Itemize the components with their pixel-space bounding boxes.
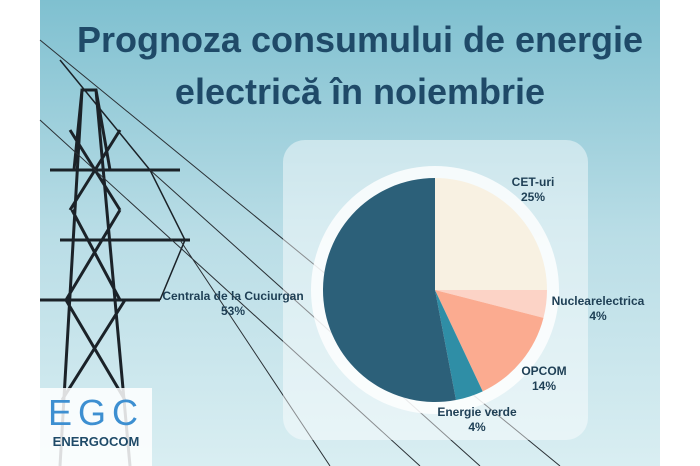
logo: EGC ENERGOCOM <box>40 388 152 466</box>
logo-name: ENERGOCOM <box>52 434 140 449</box>
slice-value: 4% <box>468 420 486 434</box>
slice-value: 14% <box>532 379 556 393</box>
slice-label: OPCOM <box>521 364 566 378</box>
slice-label: Energie verde <box>437 405 517 419</box>
pie-slice <box>435 290 483 401</box>
pylon <box>39 39 561 466</box>
chart-title: Prognoza consumului de energie electrică… <box>76 19 644 112</box>
slice-value: 25% <box>521 190 545 204</box>
slice-value: 53% <box>221 304 245 318</box>
slice-label: Centrala de la Cuciurgan <box>162 289 303 303</box>
pie-slice <box>435 290 544 392</box>
pie-slice <box>435 290 547 318</box>
slice-value: 4% <box>589 309 607 323</box>
slice-label: Nuclearelectrica <box>552 294 645 308</box>
logo-mark: EGC <box>47 392 144 433</box>
pie-slice <box>323 178 456 402</box>
slice-label: CET-uri <box>512 175 555 189</box>
pie-slice <box>435 178 547 290</box>
